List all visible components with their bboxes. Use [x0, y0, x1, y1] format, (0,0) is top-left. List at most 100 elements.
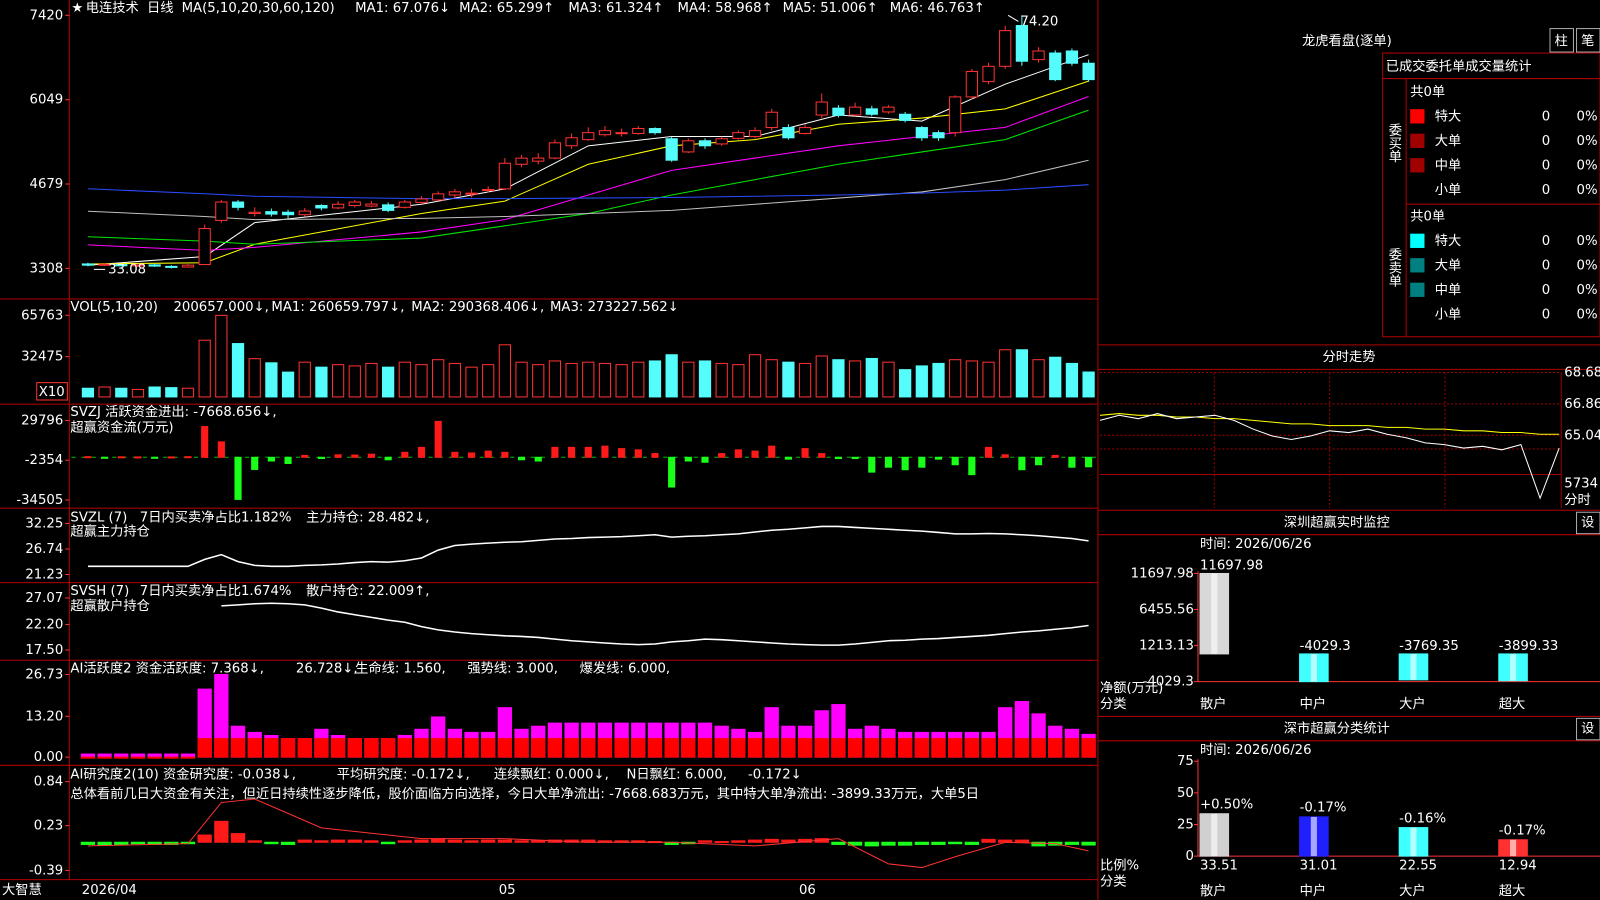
activity-bar [948, 738, 963, 758]
fund-bar [134, 456, 142, 459]
candle-body [148, 264, 161, 267]
fund-bar [267, 456, 275, 462]
fund-bar [101, 456, 109, 459]
activity-bar [314, 738, 329, 758]
candle-body [815, 101, 828, 116]
fund-bar [484, 450, 492, 458]
activity-bar [547, 738, 563, 758]
activity-bar [397, 738, 412, 758]
fund-bar [734, 449, 742, 458]
header-text: MA2: 290368.406↓, [411, 300, 544, 315]
fund-bar [501, 451, 509, 458]
candle-body [582, 132, 595, 141]
activity-bar [914, 738, 929, 758]
settings-button[interactable]: 设 [1581, 514, 1594, 530]
volume-bar [382, 366, 395, 398]
row-pct: 0% [1577, 183, 1598, 198]
fund-bar [301, 454, 309, 458]
activity-bar [731, 738, 746, 758]
volume-bar [1049, 356, 1062, 398]
activity-bar [247, 738, 262, 758]
ma-line [87, 54, 1089, 266]
fund-bar [434, 420, 442, 458]
fund-bar [284, 456, 292, 464]
volume-bar [848, 360, 862, 398]
activity-bar [264, 738, 279, 758]
header-text: 连续飘红: 0.000↓, [494, 766, 609, 782]
fund-bar [801, 448, 809, 458]
activity-bar [1048, 738, 1063, 758]
y-tick-label: -0.39 [29, 863, 63, 878]
y-tick-label: 26.73 [25, 667, 63, 682]
header-text: 主力持仓: 28.482↓, [306, 509, 429, 525]
candle-body [432, 193, 445, 201]
fund-bar [1001, 454, 1009, 458]
activity-bar [481, 738, 496, 758]
header-text: 7日内买卖净占比1.674% [140, 583, 292, 599]
volume-bar [482, 364, 495, 398]
fund-bar [718, 453, 726, 458]
volume-bar [949, 359, 962, 398]
candle-body [131, 264, 145, 267]
price-line [1099, 413, 1560, 500]
activity-bar [764, 738, 779, 758]
axis-label: 分类 [1100, 696, 1127, 712]
fund-bar [417, 446, 426, 458]
fund-bar [1018, 456, 1026, 471]
research-bar [314, 840, 329, 843]
volume-bar [281, 371, 295, 398]
volume-bar [1082, 371, 1095, 398]
panel-title: 深圳超赢实时监控 [1284, 513, 1390, 530]
row-count: 0 [1542, 234, 1550, 249]
research-bar [247, 840, 262, 843]
research-bar [931, 841, 946, 845]
volume-bar [1015, 349, 1029, 398]
volume-bar [882, 361, 895, 398]
group-label: 委买单 [1386, 123, 1402, 164]
fund-bar [668, 456, 676, 488]
fund-bar [351, 454, 359, 458]
tab-button[interactable]: 柱 [1555, 33, 1568, 49]
volume-bar [465, 366, 478, 398]
candle-body [81, 263, 95, 266]
settings-button[interactable]: 设 [1581, 721, 1594, 737]
candle-body [1065, 50, 1079, 64]
candle-body [982, 65, 995, 83]
y-tick-label: 3308 [30, 261, 64, 276]
activity-bar [564, 738, 579, 758]
ma-line [87, 109, 1089, 245]
fund-bar [151, 456, 159, 459]
y-tick-label: 50 [1177, 786, 1194, 801]
candle-body [415, 198, 428, 203]
header-text: SVZL (7) [70, 510, 127, 525]
high-label: 74.20 [1020, 14, 1058, 29]
row-name: 特大 [1435, 233, 1462, 249]
volume-bar [582, 361, 595, 398]
header-text: 超赢散户持仓 [70, 597, 150, 614]
tab-button[interactable]: 笔 [1581, 33, 1594, 49]
research-bar [114, 841, 129, 845]
header-text: SVZJ 活跃资金进出: -7668.656↓, [70, 404, 276, 420]
activity-bar [597, 738, 613, 758]
candle-body [265, 211, 278, 215]
row-count: 0 [1542, 158, 1550, 173]
volume-bar [682, 361, 695, 398]
row-pct: 0% [1577, 283, 1598, 298]
volume-bar [331, 364, 345, 398]
activity-bar [297, 738, 312, 758]
fund-bar [1051, 454, 1059, 458]
fund-bar [334, 454, 342, 458]
group-label: 委卖单 [1386, 247, 1402, 288]
candle-body [548, 142, 562, 159]
ma-label: MA6: 46.763↑ [890, 1, 985, 16]
activity-bar [164, 756, 179, 759]
research-line [87, 798, 1089, 869]
activity-bar [697, 738, 713, 758]
value-label: -4029.3 [1300, 639, 1351, 654]
activity-bar [981, 738, 996, 758]
fund-bar [851, 456, 859, 460]
fund-bar [618, 448, 626, 458]
